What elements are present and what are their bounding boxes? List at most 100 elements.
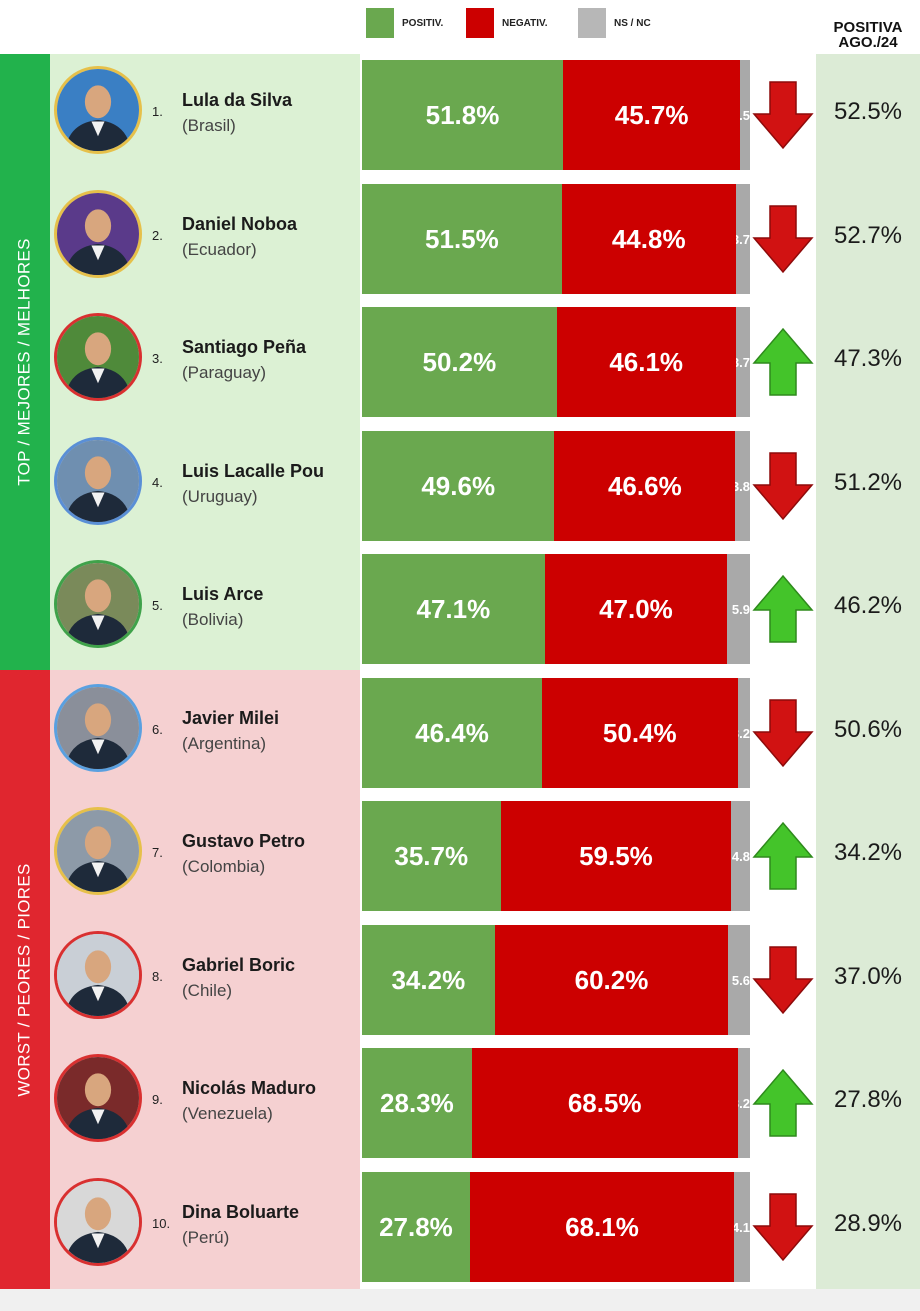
country-label: (Chile) xyxy=(182,981,233,1000)
avatar xyxy=(54,684,142,772)
table-row: 9. Nicolás Maduro (Venezuela) 28.3% 68.5% 3.2… xyxy=(0,1042,920,1166)
stacked-bar: 34.2% 60.2% 5.6 xyxy=(362,925,750,1035)
previous-positive-value: 52.7% xyxy=(833,222,903,249)
president-name: Luis Arce xyxy=(182,584,264,604)
table-row: 3. Santiago Peña (Paraguay) 50.2% 46.1% 3.7 47… xyxy=(0,301,920,425)
avatar-shirt xyxy=(91,492,105,508)
legend-swatch-positive xyxy=(366,8,394,38)
bar-negative-label: 46.1% xyxy=(609,346,684,377)
stacked-bar: 47.1% 47.0% 5.9 xyxy=(362,554,750,664)
legend-label-negative: NEGATIV. xyxy=(502,17,548,29)
bar-negative: 45.7% xyxy=(562,60,741,170)
arrow-down-icon xyxy=(752,205,814,274)
arrow-down-icon xyxy=(752,946,814,1015)
section-band-top xyxy=(0,54,50,670)
bar-nsnc: 3.2 xyxy=(737,678,750,788)
bar-nsnc: 3.7 xyxy=(735,184,750,294)
stacked-bar: 50.2% 46.1% 3.7 xyxy=(362,307,750,417)
bottom-strip xyxy=(0,1289,920,1311)
bar-negative-label: 68.5% xyxy=(567,1087,642,1118)
previous-positive-value: 47.3% xyxy=(833,345,903,372)
stacked-bar: 35.7% 59.5% 4.8 xyxy=(362,801,750,911)
bar-positive: 34.2% xyxy=(362,925,495,1035)
legend-swatch-negative xyxy=(466,8,494,38)
previous-header-line2: AGO./24 xyxy=(838,34,898,51)
arrow-down-icon xyxy=(752,699,814,768)
rank-number: 2. xyxy=(152,228,163,243)
trend-arrow-shape xyxy=(752,452,814,521)
president-name: Gustavo Petro xyxy=(182,831,306,851)
avatar-shirt xyxy=(91,986,105,1002)
president-name: Santiago Peña xyxy=(182,337,307,357)
avatar-shirt xyxy=(91,1109,105,1125)
country-label: (Venezuela) xyxy=(182,1104,273,1123)
avatar-shirt xyxy=(91,1233,105,1249)
bar-positive: 46.4% xyxy=(362,678,543,788)
rank-number: 3. xyxy=(152,351,163,366)
legend-header: POSITIV. NEGATIV. NS / NC POSITIVA AGO./… xyxy=(0,0,920,54)
avatar-head xyxy=(84,826,112,860)
legend-item-positive: POSITIV. xyxy=(366,8,443,38)
bar-positive-label: 51.8% xyxy=(425,99,500,130)
legend-label-positive: POSITIV. xyxy=(402,17,444,29)
president-name: Daniel Noboa xyxy=(182,214,298,234)
avatar-head xyxy=(84,456,112,490)
stacked-bar: 27.8% 68.1% 4.1 xyxy=(362,1172,750,1282)
stacked-bar: 51.8% 45.7% 2.5 xyxy=(362,60,750,170)
country-label: (Argentina) xyxy=(182,734,267,753)
trend-arrow-shape xyxy=(752,699,814,768)
previous-positive-value: 27.8% xyxy=(833,1086,903,1113)
bar-nsnc-label: 3.2 xyxy=(738,1095,750,1111)
table-row: 7. Gustavo Petro (Colombia) 35.7% 59.5% 4.8 34… xyxy=(0,795,920,919)
bar-positive: 47.1% xyxy=(362,554,545,664)
president-name: Gabriel Boric xyxy=(182,955,296,975)
arrow-down-icon xyxy=(752,452,814,521)
bar-positive: 27.8% xyxy=(362,1172,470,1282)
bar-negative: 46.6% xyxy=(554,431,736,541)
previous-positive-value: 28.9% xyxy=(833,1210,903,1237)
bar-positive-label: 46.4% xyxy=(415,717,489,748)
legend-item-negative: NEGATIV. xyxy=(466,8,548,38)
bar-nsnc-label: 4.8 xyxy=(731,848,750,864)
table-row: 4. Luis Lacalle Pou (Uruguay) 49.6% 46.6% 3.8… xyxy=(0,425,920,549)
trend-arrow-shape xyxy=(752,205,814,274)
bar-nsnc-label: 3.2 xyxy=(738,725,750,741)
arrow-up-icon xyxy=(752,327,814,396)
avatar xyxy=(54,560,142,648)
avatar-head xyxy=(84,209,112,243)
president-name: Luis Lacalle Pou xyxy=(182,461,325,481)
previous-positive-value: 52.5% xyxy=(833,98,903,125)
table-row: 8. Gabriel Boric (Chile) 34.2% 60.2% 5.6 37.0% xyxy=(0,919,920,1043)
previous-positive-value: 50.6% xyxy=(833,716,903,743)
president-name: Javier Milei xyxy=(182,708,280,728)
avatar-portrait xyxy=(57,934,139,1016)
bar-negative-label: 44.8% xyxy=(611,223,686,254)
avatar-head xyxy=(84,703,112,737)
country-label: (Brasil) xyxy=(182,116,236,135)
bar-positive: 51.5% xyxy=(362,184,562,294)
bar-negative-label: 50.4% xyxy=(602,717,677,748)
avatar-portrait xyxy=(57,1181,139,1263)
arrow-up-icon xyxy=(752,821,814,890)
stacked-bar: 49.6% 46.6% 3.8 xyxy=(362,431,750,541)
bar-positive-label: 51.5% xyxy=(425,223,499,254)
avatar-shirt xyxy=(91,862,105,878)
bar-positive-label: 47.1% xyxy=(416,593,491,624)
legend-swatch-nsnc xyxy=(578,8,606,38)
bar-negative-label: 45.7% xyxy=(614,99,689,130)
bar-positive-label: 49.6% xyxy=(421,470,496,501)
bar-nsnc-label: 3.7 xyxy=(736,231,750,247)
arrow-up-icon xyxy=(752,1068,814,1137)
avatar-head xyxy=(84,579,112,613)
avatar xyxy=(54,931,142,1019)
avatar xyxy=(54,1054,142,1142)
previous-positive-value: 46.2% xyxy=(833,592,903,619)
avatar-shirt xyxy=(91,245,105,261)
previous-header-line1: POSITIVA xyxy=(833,19,903,36)
rank-number: 4. xyxy=(152,475,163,490)
avatar xyxy=(54,1178,142,1266)
country-label: (Paraguay) xyxy=(182,363,267,382)
avatar-head xyxy=(84,950,112,984)
trend-arrow-shape xyxy=(752,1193,814,1262)
bar-positive-label: 28.3% xyxy=(380,1087,454,1118)
